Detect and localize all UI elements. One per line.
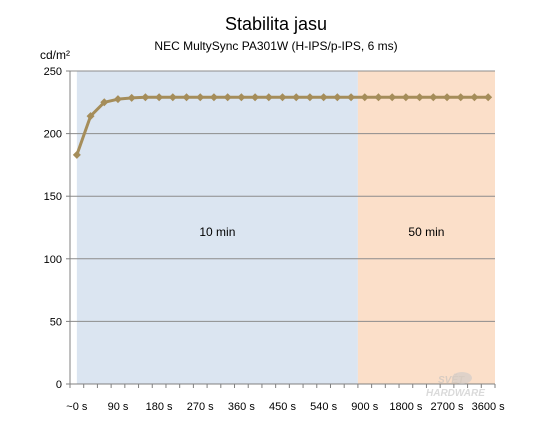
- y-tick-label: 250: [44, 66, 62, 78]
- data-point: [264, 93, 273, 102]
- watermark-line1: SVĚT: [438, 373, 465, 386]
- data-point: [401, 93, 410, 102]
- data-point: [443, 93, 452, 102]
- series-layer: [72, 93, 493, 159]
- x-tick-label: 180 s: [146, 401, 173, 413]
- data-point: [141, 93, 150, 102]
- data-point: [196, 93, 205, 102]
- x-tick-labels: ~0 s 90 s 180 s 270 s 360 s 450 s 540 s 900 s 18…: [66, 401, 505, 413]
- y-tick-label: 150: [44, 191, 62, 203]
- data-point: [155, 93, 164, 102]
- data-point: [484, 93, 493, 102]
- x-tick-label: 450 s: [269, 401, 296, 413]
- x-tick-label: 540 s: [310, 401, 337, 413]
- y-tick-labels: 0 50 100 150 200 250: [44, 66, 62, 391]
- data-point: [278, 93, 287, 102]
- region-0: [76, 71, 358, 384]
- data-point: [429, 93, 438, 102]
- data-point: [360, 93, 369, 102]
- region-1: [357, 71, 495, 384]
- chart-title: Stabilita jasu: [225, 14, 327, 34]
- region-labels: 10 min 50 min: [199, 225, 444, 239]
- y-axis-unit: cd/m²: [40, 48, 70, 62]
- x-tick-label: 90 s: [108, 401, 129, 413]
- y-tick-label: 100: [44, 254, 62, 266]
- watermark-line2: HARDWARE: [426, 388, 485, 399]
- data-point: [113, 95, 122, 104]
- x-tick-label: 2700 s: [431, 401, 465, 413]
- data-point: [223, 93, 232, 102]
- data-point: [86, 112, 95, 121]
- x-tick-label: 3600 s: [472, 401, 506, 413]
- y-tick-label: 0: [56, 379, 62, 391]
- data-point: [100, 98, 109, 107]
- x-tick-label: 360 s: [228, 401, 255, 413]
- axes: [66, 70, 496, 388]
- data-point: [333, 93, 342, 102]
- data-point: [168, 93, 177, 102]
- data-point: [305, 93, 314, 102]
- watermark-logo: SVĚT HARDWARE: [426, 372, 485, 399]
- x-tick-label: 1800 s: [389, 401, 423, 413]
- data-point: [415, 93, 424, 102]
- data-point: [292, 93, 301, 102]
- region-label-0: 10 min: [199, 225, 235, 239]
- data-point: [72, 150, 81, 159]
- data-point: [456, 93, 465, 102]
- data-point: [209, 93, 218, 102]
- data-point: [127, 93, 136, 102]
- data-point: [388, 93, 397, 102]
- data-point: [182, 93, 191, 102]
- chart-subtitle: NEC MultySync PA301W (H-IPS/p-IPS, 6 ms): [154, 39, 397, 53]
- data-point: [470, 93, 479, 102]
- x-tick-label: 270 s: [187, 401, 214, 413]
- x-tick-label: 900 s: [351, 401, 378, 413]
- data-point: [319, 93, 328, 102]
- data-point: [237, 93, 246, 102]
- data-point: [374, 93, 383, 102]
- data-point: [251, 93, 260, 102]
- x-tick-label: ~0 s: [66, 401, 88, 413]
- background-regions: [76, 71, 495, 384]
- y-tick-label: 200: [44, 129, 62, 141]
- data-point: [347, 93, 356, 102]
- y-tick-label: 50: [50, 316, 62, 328]
- region-label-1: 50 min: [408, 225, 444, 239]
- gridlines: [70, 70, 495, 322]
